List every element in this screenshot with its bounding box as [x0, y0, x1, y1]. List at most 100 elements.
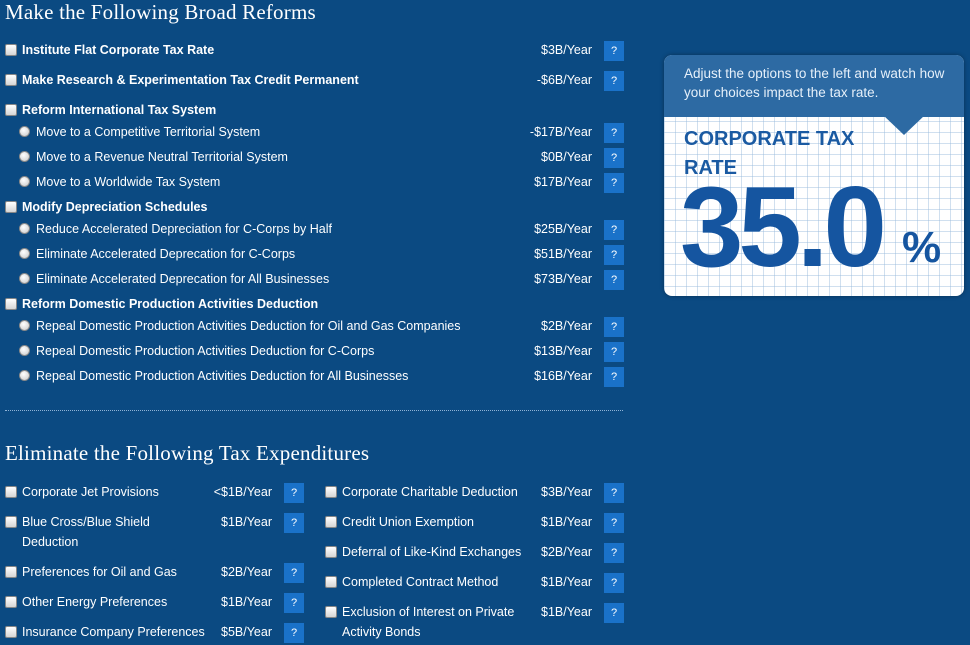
reform-label: Modify Depreciation Schedules — [22, 200, 208, 214]
reform-cost: $73B/Year — [534, 272, 592, 286]
expenditure-cost: $1B/Year — [541, 605, 592, 619]
expenditure-label: Completed Contract Method — [342, 575, 499, 589]
expenditure-cost: $2B/Year — [541, 545, 592, 559]
expenditure-label: Credit Union Exemption — [342, 515, 475, 529]
reform-radio[interactable] — [19, 223, 30, 234]
help-button[interactable]: ? — [604, 573, 624, 593]
expenditure-cost: $2B/Year — [221, 565, 272, 579]
help-button[interactable]: ? — [604, 342, 624, 362]
help-button[interactable]: ? — [604, 173, 624, 193]
help-button[interactable]: ? — [604, 123, 624, 143]
reform-label: Make Research & Experimentation Tax Cred… — [22, 73, 359, 87]
reform-label: Institute Flat Corporate Tax Rate — [22, 43, 215, 57]
tax-rate-panel: Adjust the options to the left and watch… — [664, 55, 964, 296]
help-button[interactable]: ? — [604, 603, 624, 623]
panel-hint-text: Adjust the options to the left and watch… — [684, 66, 945, 100]
help-button[interactable]: ? — [284, 483, 304, 503]
expenditure-checkbox[interactable] — [325, 516, 337, 528]
reform-checkbox[interactable] — [5, 74, 17, 86]
help-button[interactable]: ? — [284, 593, 304, 613]
expenditure-cost: $3B/Year — [541, 485, 592, 499]
reform-cost: -$6B/Year — [536, 73, 592, 87]
reform-label: Reform International Tax System — [22, 103, 217, 117]
expenditure-cost: <$1B/Year — [213, 485, 272, 499]
help-button[interactable]: ? — [604, 270, 624, 290]
help-button[interactable]: ? — [604, 513, 624, 533]
reform-label: Eliminate Accelerated Deprecation for Al… — [36, 272, 330, 286]
expenditure-label: Preferences for Oil and Gas — [22, 565, 177, 579]
reform-label: Reduce Accelerated Depreciation for C-Co… — [36, 222, 332, 236]
reform-checkbox[interactable] — [5, 298, 17, 310]
expenditure-label: Insurance Company Preferences — [22, 625, 205, 639]
expenditure-label: Other Energy Preferences — [22, 595, 168, 609]
reform-cost: $13B/Year — [534, 344, 592, 358]
reform-radio[interactable] — [19, 176, 30, 187]
help-button[interactable]: ? — [604, 245, 624, 265]
reform-radio[interactable] — [19, 151, 30, 162]
reform-cost: $51B/Year — [534, 247, 592, 261]
reform-label: Repeal Domestic Production Activities De… — [36, 319, 461, 333]
expenditure-label: Deferral of Like-Kind Exchanges — [342, 545, 522, 559]
expenditure-label: Corporate Jet Provisions — [22, 485, 159, 499]
reform-radio[interactable] — [19, 248, 30, 259]
help-button[interactable]: ? — [604, 543, 624, 563]
expenditure-label: Exclusion of Interest on Private — [342, 605, 515, 619]
expenditure-checkbox[interactable] — [325, 576, 337, 588]
reform-cost: $25B/Year — [534, 222, 592, 236]
reform-label: Move to a Competitive Territorial System — [36, 125, 261, 139]
reform-label: Eliminate Accelerated Deprecation for C-… — [36, 247, 296, 261]
corporate-tax-rate-label: CORPORATE TAX RATE — [684, 128, 855, 179]
expenditure-label-line2: Deduction — [22, 535, 79, 549]
reform-cost: $17B/Year — [534, 175, 592, 189]
expenditure-checkbox[interactable] — [325, 606, 337, 618]
reform-radio[interactable] — [19, 370, 30, 381]
help-button[interactable]: ? — [284, 623, 304, 643]
help-button[interactable]: ? — [604, 220, 624, 240]
reform-label: Repeal Domestic Production Activities De… — [36, 344, 375, 358]
help-button[interactable]: ? — [284, 563, 304, 583]
reform-radio[interactable] — [19, 273, 30, 284]
help-button[interactable]: ? — [604, 71, 624, 91]
expenditure-checkbox[interactable] — [5, 516, 17, 528]
percent-sign: % — [902, 223, 942, 272]
reform-checkbox[interactable] — [5, 104, 17, 116]
help-button[interactable]: ? — [284, 513, 304, 533]
panel-header: Adjust the options to the left and watch… — [664, 55, 964, 117]
expenditure-checkbox[interactable] — [5, 596, 17, 608]
reform-label: Move to a Revenue Neutral Territorial Sy… — [36, 150, 288, 164]
reform-cost: $2B/Year — [541, 319, 592, 333]
expenditure-cost: $5B/Year — [221, 625, 272, 639]
expenditure-cost: $1B/Year — [541, 515, 592, 529]
broad-reforms-title: Make the Following Broad Reforms — [5, 0, 316, 24]
help-button[interactable]: ? — [604, 148, 624, 168]
expenditure-checkbox[interactable] — [5, 626, 17, 638]
expenditure-cost: $1B/Year — [541, 575, 592, 589]
expenditure-label: Blue Cross/Blue Shield — [22, 515, 150, 529]
help-button[interactable]: ? — [604, 483, 624, 503]
help-button[interactable]: ? — [604, 317, 624, 337]
expenditure-label: Corporate Charitable Deduction — [342, 485, 518, 499]
expenditure-checkbox[interactable] — [325, 486, 337, 498]
reform-cost: $0B/Year — [541, 150, 592, 164]
expenditure-checkbox[interactable] — [5, 486, 17, 498]
reform-radio[interactable] — [19, 126, 30, 137]
reform-cost: -$17B/Year — [529, 125, 592, 139]
corporate-tax-rate-value: 35.0 — [680, 164, 887, 291]
help-button[interactable]: ? — [604, 367, 624, 387]
reform-cost: $16B/Year — [534, 369, 592, 383]
reform-label: Move to a Worldwide Tax System — [36, 175, 221, 189]
help-button[interactable]: ? — [604, 41, 624, 61]
section-divider — [5, 410, 623, 411]
expenditure-cost: $1B/Year — [221, 515, 272, 529]
expenditure-cost: $1B/Year — [221, 595, 272, 609]
expenditure-label-line2: Activity Bonds — [342, 625, 421, 639]
expenditure-checkbox[interactable] — [325, 546, 337, 558]
reform-radio[interactable] — [19, 345, 30, 356]
reform-radio[interactable] — [19, 320, 30, 331]
reform-checkbox[interactable] — [5, 44, 17, 56]
panel-pointer — [883, 115, 925, 135]
expenditures-title: Eliminate the Following Tax Expenditures — [5, 441, 370, 465]
reform-checkbox[interactable] — [5, 201, 17, 213]
reform-label: Reform Domestic Production Activities De… — [22, 297, 319, 311]
expenditure-checkbox[interactable] — [5, 566, 17, 578]
